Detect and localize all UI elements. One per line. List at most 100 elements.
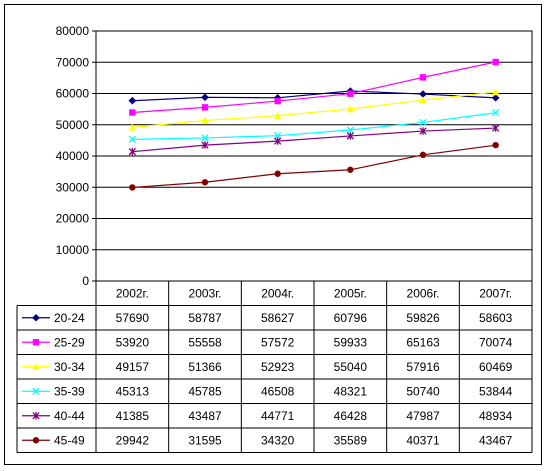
point-marker	[201, 141, 209, 149]
table-cell-value: 52923	[261, 360, 295, 374]
table-cell-value: 40371	[406, 433, 440, 447]
table-cell-value: 46428	[334, 409, 368, 423]
point-marker	[419, 74, 427, 81]
point-marker	[491, 94, 500, 102]
point-marker	[274, 132, 282, 140]
point-marker	[491, 88, 500, 96]
point-marker	[128, 135, 136, 144]
table-cell-value: 53920	[116, 335, 150, 349]
point-marker	[128, 123, 137, 131]
point-marker	[419, 127, 427, 135]
legend-label: 25-29	[54, 335, 85, 349]
series-line	[132, 91, 496, 128]
table-cell-value: 57572	[261, 335, 295, 349]
table-cell-value: 70074	[479, 335, 513, 349]
point-marker	[419, 96, 427, 104]
point-marker	[492, 58, 499, 66]
y-tick-label: 30000	[56, 180, 90, 194]
point-marker	[201, 93, 209, 102]
table-cell-value: 57916	[406, 360, 440, 374]
table-cell-value: 48321	[334, 384, 368, 398]
point-marker	[492, 109, 500, 117]
table-cell-value: 29942	[116, 433, 150, 447]
table-cell-value: 55558	[188, 335, 222, 349]
point-marker	[32, 387, 40, 395]
point-marker	[32, 363, 40, 370]
point-marker	[492, 141, 499, 149]
point-marker	[273, 111, 282, 119]
series-line	[132, 144, 496, 189]
point-marker	[32, 313, 40, 322]
point-marker	[201, 134, 209, 142]
point-marker	[419, 90, 427, 98]
point-marker	[32, 437, 40, 444]
point-marker	[492, 124, 500, 132]
table-cell-value: 55040	[334, 360, 368, 374]
table-cell-value: 47987	[406, 409, 440, 423]
table-cell-value: 58787	[188, 311, 222, 325]
legend-label: 35-39	[54, 384, 85, 398]
table-cell-value: 45313	[116, 384, 150, 398]
table-cell-value: 65163	[406, 335, 440, 349]
point-marker	[274, 170, 281, 177]
table-cell-value: 50740	[406, 384, 440, 398]
series-line	[132, 112, 496, 140]
point-marker	[274, 137, 282, 145]
point-marker	[347, 90, 354, 97]
y-tick-label: 60000	[56, 87, 90, 101]
y-tick-label: 40000	[56, 149, 90, 163]
table-cell-value: 41385	[116, 409, 150, 423]
legend-label: 45-49	[54, 433, 85, 447]
table-cell-value: 58627	[261, 311, 295, 325]
table-cell-value: 44771	[261, 409, 295, 423]
table-cell-value: 51366	[188, 360, 222, 374]
y-tick-label: 20000	[56, 212, 90, 226]
point-marker	[129, 109, 136, 116]
table-cell-value: 60469	[479, 360, 513, 374]
category-label: 2003г.	[189, 286, 222, 300]
y-tick-label: 0	[82, 274, 89, 288]
point-marker	[201, 104, 209, 111]
chart-frame	[4, 4, 542, 465]
point-marker	[128, 96, 137, 105]
y-tick-label: 10000	[56, 243, 90, 257]
point-marker	[201, 179, 209, 186]
table-cell-value: 35589	[334, 433, 368, 447]
point-marker	[346, 105, 355, 113]
category-label: 2006г.	[407, 286, 440, 300]
point-marker	[129, 184, 136, 191]
table-cell-value: 59826	[406, 311, 440, 325]
point-marker	[419, 151, 427, 159]
point-marker	[419, 118, 427, 127]
point-marker	[346, 132, 354, 140]
legend-label: 40-44	[54, 409, 85, 423]
table-cell-value: 49157	[116, 360, 150, 374]
series-line	[132, 127, 496, 153]
legend-label: 20-24	[54, 311, 85, 325]
table-cell-value: 34320	[261, 433, 295, 447]
table-cell-value: 57690	[116, 311, 150, 325]
y-tick-label: 70000	[56, 55, 90, 69]
legend-label: 30-34	[54, 360, 85, 374]
series-line	[132, 61, 496, 114]
table-cell-value: 58603	[479, 311, 513, 325]
point-marker	[32, 412, 40, 420]
category-label: 2002г.	[116, 286, 149, 300]
table-cell-value: 43467	[479, 433, 513, 447]
point-marker	[201, 116, 209, 124]
table-cell-value: 46508	[261, 384, 295, 398]
point-marker	[346, 126, 354, 134]
y-tick-label: 50000	[56, 118, 90, 132]
point-marker	[128, 147, 136, 156]
table-cell-value: 53844	[479, 384, 513, 398]
point-marker	[274, 97, 281, 105]
point-marker	[347, 166, 354, 173]
category-label: 2005г.	[334, 286, 367, 300]
category-label: 2007г.	[479, 286, 512, 300]
point-marker	[32, 339, 40, 346]
table-cell-value: 43487	[188, 409, 222, 423]
series-line	[132, 90, 496, 102]
y-tick-label: 80000	[56, 24, 90, 38]
table-cell-value: 48934	[479, 409, 513, 423]
